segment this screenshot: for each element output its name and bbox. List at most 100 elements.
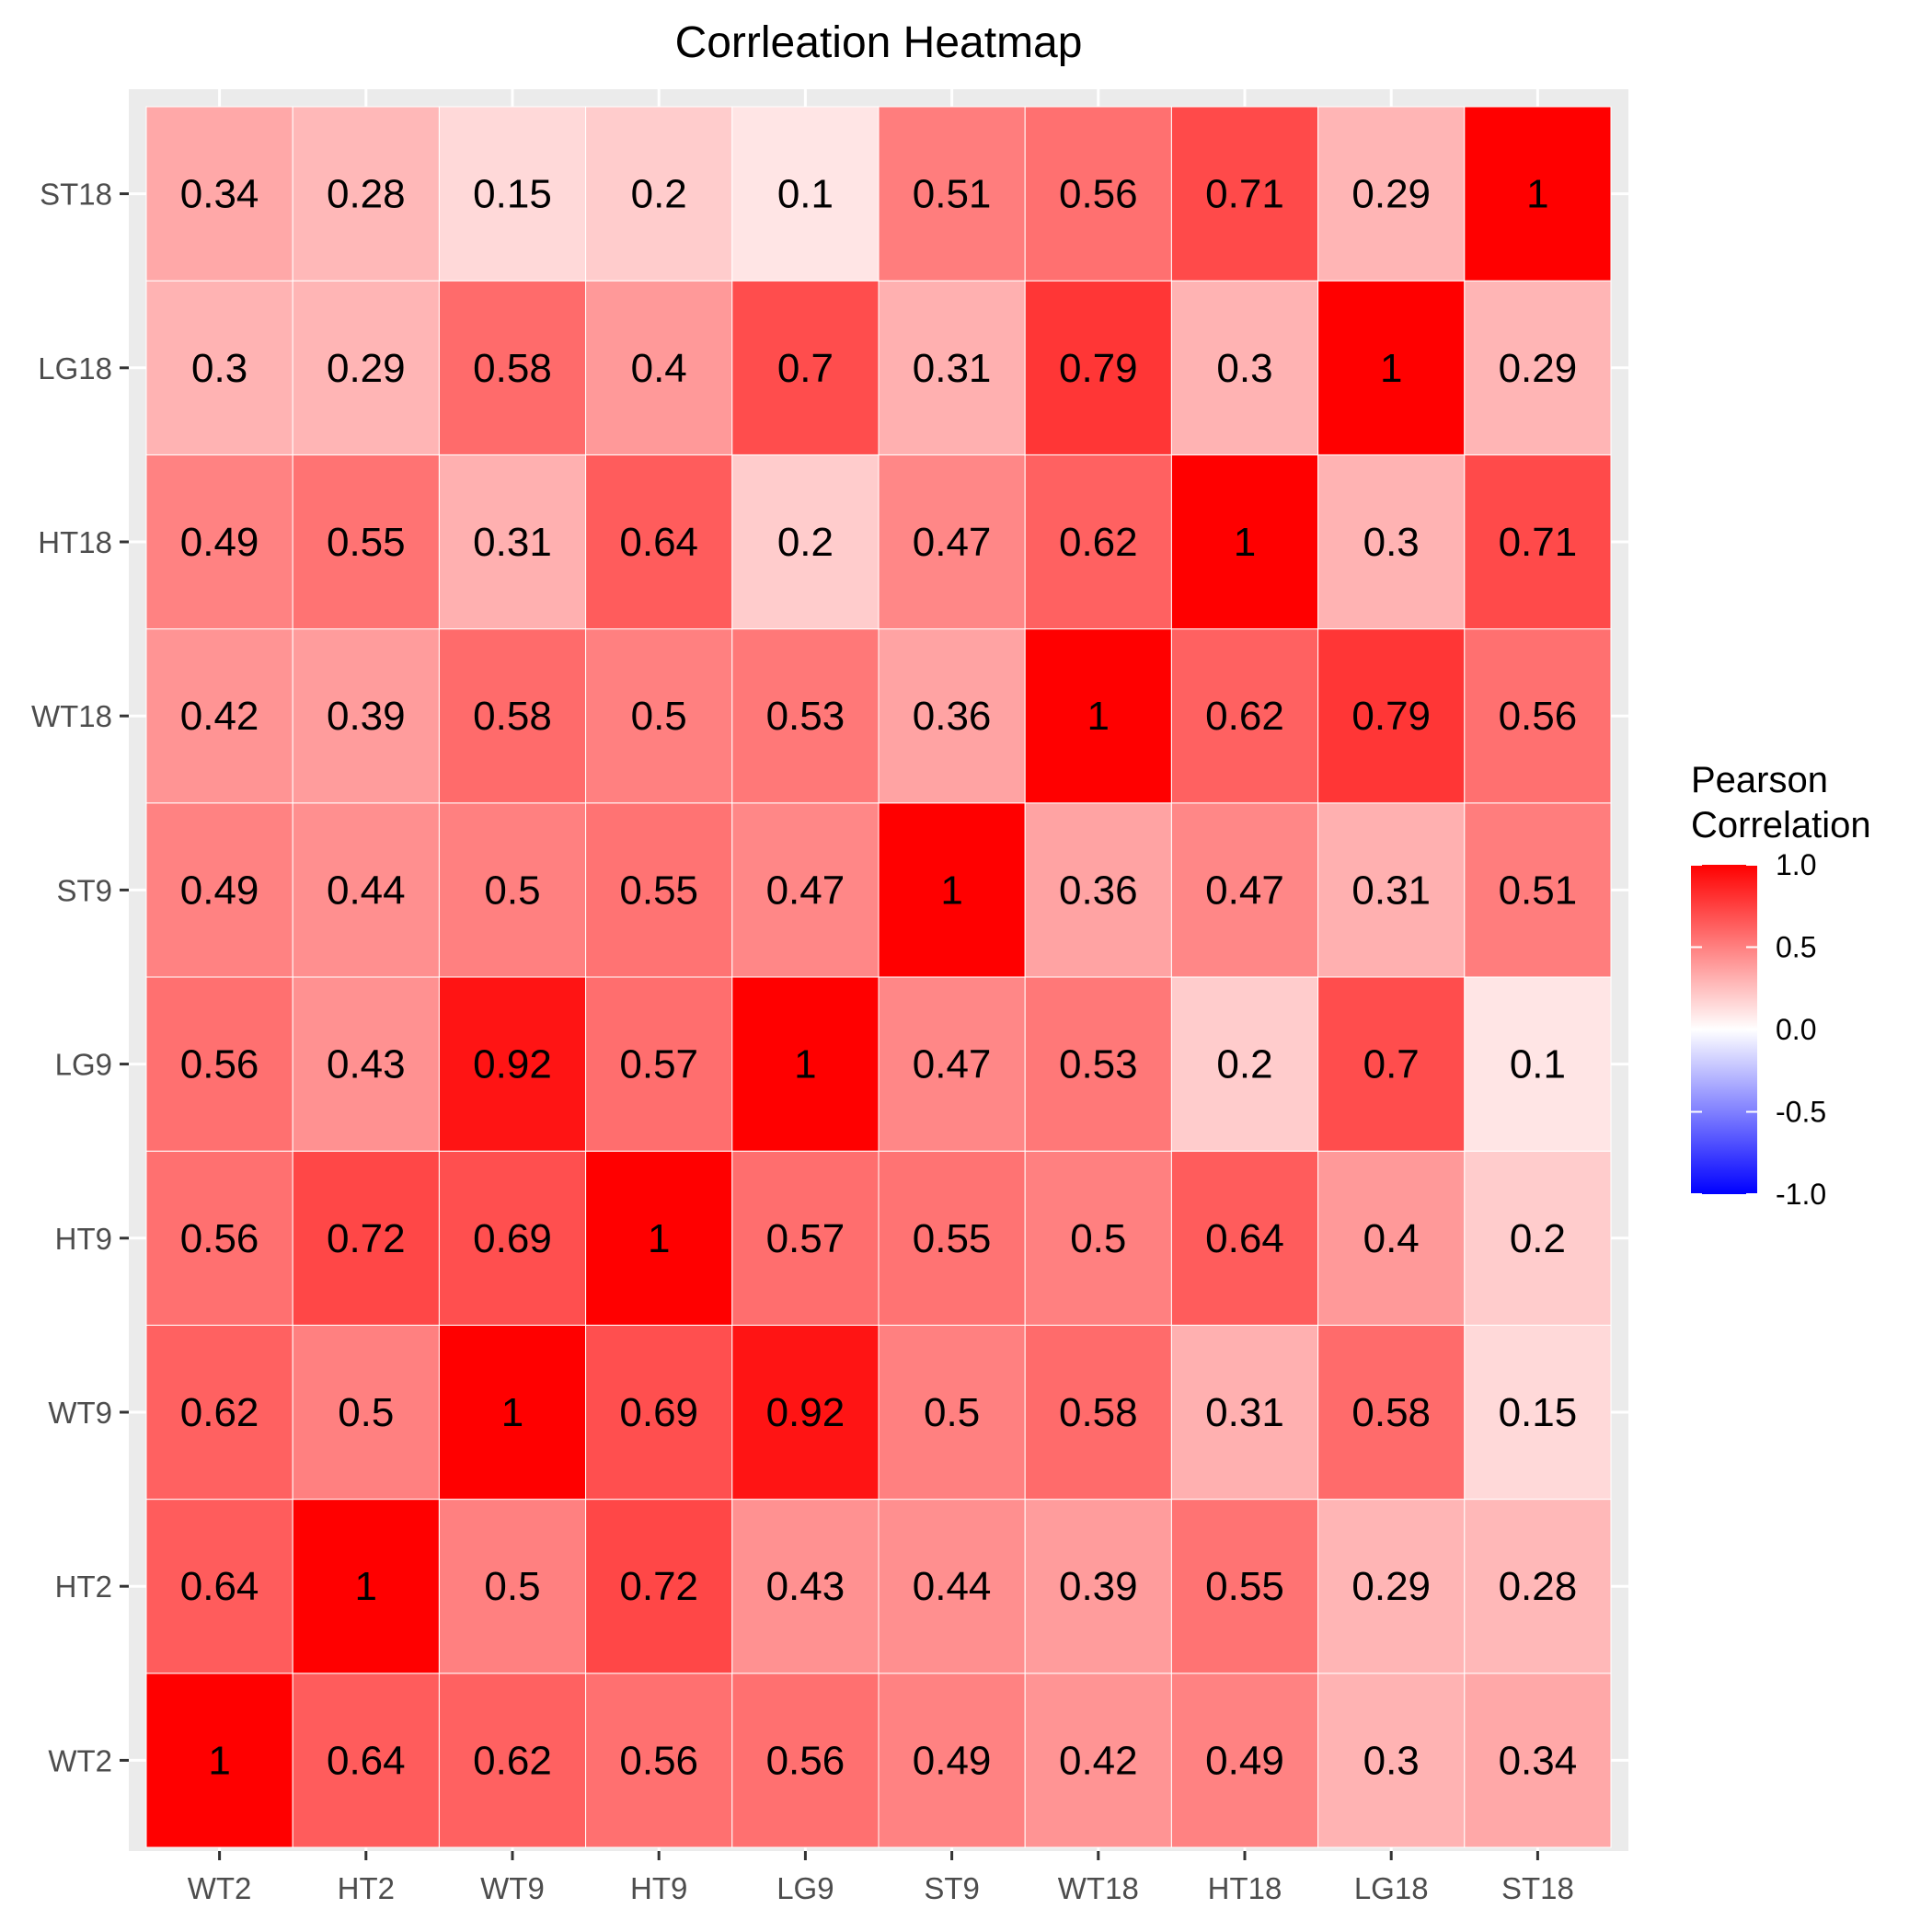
heatmap-cell [1170,106,1319,282]
x-axis: WT2 HT2 WT9 HT9 LG9 ST9 WT18 HT18 LG18 ST18 [188,1851,1574,1905]
heatmap-cell [1317,976,1466,1152]
cell-value-label: 0.53 [766,694,845,739]
cell-value-label: 1 [1234,520,1256,565]
y-tick-label: HT9 [55,1222,112,1256]
cell-value-label: 0.64 [619,520,698,565]
x-tick-label: WT18 [1058,1871,1139,1905]
heatmap-cell [731,976,880,1152]
heatmap-cell [292,280,440,455]
heatmap-cell [878,454,1026,630]
heatmap-cell [145,628,293,804]
heatmap-cell [585,1499,733,1674]
legend: Pearson Correlation 1.0 0.5 0.0 -0.5 -1.0 [1691,760,1871,1211]
heatmap-cell [1317,280,1466,455]
cell-value-label: 0.36 [1059,868,1138,913]
cell-value-label: 0.64 [327,1738,406,1783]
y-tick-label: LG18 [38,351,112,385]
cell-value-label: 0.69 [473,1216,552,1261]
cell-value-label: 0.5 [484,1564,540,1609]
heatmap-cell [1024,1324,1172,1501]
cell-value-label: 0.7 [777,346,834,391]
heatmap-cell [585,1673,733,1848]
cell-value-label: 0.4 [1363,1216,1420,1261]
heatmap-cell [731,106,880,282]
heatmap-cell [1464,976,1612,1152]
cell-value-label: 0.62 [180,1390,259,1435]
heatmap-cell [585,106,733,282]
heatmap-cell [1024,1150,1172,1326]
x-tick-label: HT9 [630,1871,687,1905]
chart-title: Corrleation Heatmap [675,18,1083,67]
heatmap-cell [1024,802,1172,978]
heatmap-cell [1170,1499,1319,1674]
y-tick-label: HT18 [38,525,112,559]
cell-value-label: 0.47 [913,520,992,565]
heatmap-cell [145,802,293,978]
cell-value-label: 0.72 [327,1216,406,1261]
heatmap-cell [438,1150,587,1326]
cell-value-label: 0.57 [766,1216,845,1261]
cell-value-label: 0.36 [913,694,992,739]
heatmap-cell [292,976,440,1152]
cell-value-label: 0.39 [327,694,406,739]
cell-value-label: 0.56 [619,1738,698,1783]
cell-value-label: 0.2 [777,520,834,565]
heatmap-cell [438,802,587,978]
heatmap-cell [1464,1673,1612,1848]
y-tick-label: ST9 [56,873,112,907]
cell-value-label: 0.42 [180,694,259,739]
cell-value-label: 0.62 [1205,694,1284,739]
heatmap-cell [1317,1150,1466,1326]
heatmap-cell [438,1324,587,1501]
cell-value-label: 0.53 [1059,1042,1138,1087]
cell-value-label: 0.39 [1059,1564,1138,1609]
cell-value-label: 0.92 [766,1390,845,1435]
legend-tick-label: 1.0 [1776,848,1816,881]
heatmap-cell [878,1150,1026,1326]
cell-value-label: 0.3 [191,346,247,391]
heatmap-cell [878,1499,1026,1674]
cell-value-label: 0.29 [327,346,406,391]
legend-tick-label: -0.5 [1776,1096,1826,1129]
cell-value-label: 0.47 [913,1042,992,1087]
cell-value-label: 0.62 [473,1738,552,1783]
cell-value-label: 0.31 [1205,1390,1284,1435]
cell-value-label: 0.71 [1499,520,1578,565]
cell-value-label: 0.5 [631,694,687,739]
cell-value-label: 0.3 [1363,520,1420,565]
heatmap-cell [878,1324,1026,1501]
heatmap-cell [145,1673,293,1848]
cell-value-label: 0.55 [619,868,698,913]
cell-value-label: 0.55 [913,1216,992,1261]
heatmap-cell [1170,628,1319,804]
cell-value-label: 1 [648,1216,670,1261]
cell-value-label: 0.51 [1499,868,1578,913]
cell-value-label: 0.51 [913,172,992,217]
cell-value-label: 0.31 [473,520,552,565]
heatmap-cell [1317,1499,1466,1674]
heatmap-cell [1024,280,1172,455]
y-tick-label: ST18 [40,178,112,212]
cell-value-label: 0.64 [1205,1216,1284,1261]
heatmap-cell [1024,454,1172,630]
heatmap-cell [1317,106,1466,282]
cell-value-label: 0.31 [1351,868,1431,913]
cell-value-label: 0.28 [327,172,406,217]
heatmap-cell [878,976,1026,1152]
cell-value-label: 1 [1087,694,1110,739]
heatmap-cell [585,280,733,455]
cell-value-label: 0.55 [327,520,406,565]
cell-value-label: 0.2 [1510,1216,1566,1261]
heatmap-cell [731,802,880,978]
heatmap-cell [1170,454,1319,630]
cell-value-label: 0.49 [1205,1738,1284,1783]
heatmap-cell [1464,1499,1612,1674]
cell-value-label: 0.56 [1499,694,1578,739]
heatmap-cell [438,454,587,630]
cell-value-label: 0.79 [1351,694,1431,739]
heatmap-cell [1170,280,1319,455]
heatmap-cell [585,1150,733,1326]
cell-value-label: 0.28 [1499,1564,1578,1609]
cell-value-label: 0.79 [1059,346,1138,391]
cell-value-label: 0.47 [766,868,845,913]
